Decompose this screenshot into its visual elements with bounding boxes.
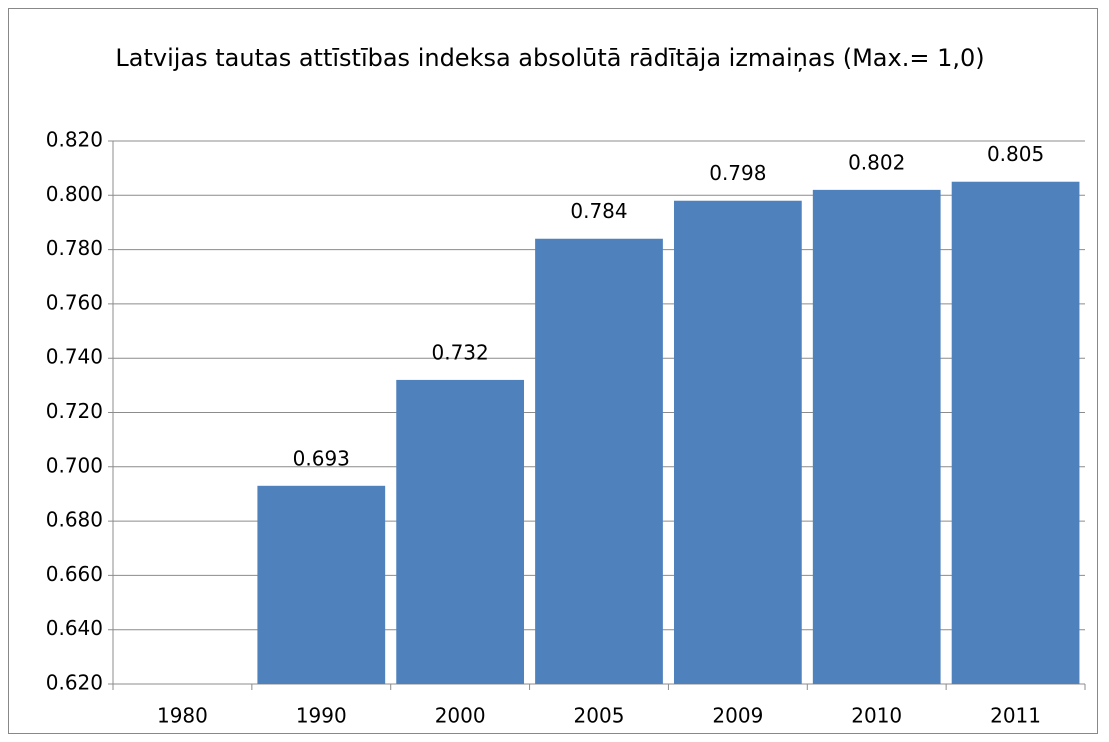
y-tick-label: 0.780 <box>46 236 103 260</box>
y-tick-label: 0.760 <box>46 290 103 314</box>
y-tick-label: 0.620 <box>46 671 103 695</box>
data-label: 0.784 <box>570 199 627 223</box>
y-tick-label: 0.820 <box>46 128 103 152</box>
y-tick-label: 0.740 <box>46 345 103 369</box>
bar <box>535 238 663 685</box>
bar <box>396 379 525 684</box>
data-label: 0.693 <box>293 446 350 470</box>
data-label: 0.802 <box>848 150 905 174</box>
bar <box>673 200 802 685</box>
y-tick-label: 0.680 <box>46 508 103 532</box>
bar <box>257 485 386 684</box>
x-tick-label: 1990 <box>296 704 347 728</box>
x-tick-label: 1980 <box>157 704 208 728</box>
y-tick-label: 0.660 <box>46 562 103 586</box>
chart-title: Latvijas tautas attīstības indeksa absol… <box>115 44 985 72</box>
x-tick-label: 2005 <box>574 704 625 728</box>
y-tick-label: 0.700 <box>46 453 103 477</box>
data-label: 0.732 <box>432 340 489 364</box>
data-label: 0.798 <box>709 161 766 185</box>
x-tick-label: 2000 <box>435 704 486 728</box>
y-tick-label: 0.640 <box>46 616 103 640</box>
x-tick-label: 2009 <box>712 704 763 728</box>
y-tick-label: 0.720 <box>46 399 103 423</box>
bar <box>812 189 941 684</box>
x-tick-label: 2010 <box>851 704 902 728</box>
data-label: 0.805 <box>987 142 1044 166</box>
bar <box>951 181 1080 684</box>
x-tick-label: 2011 <box>990 704 1041 728</box>
chart-frame <box>8 8 1098 734</box>
y-tick-label: 0.800 <box>46 182 103 206</box>
